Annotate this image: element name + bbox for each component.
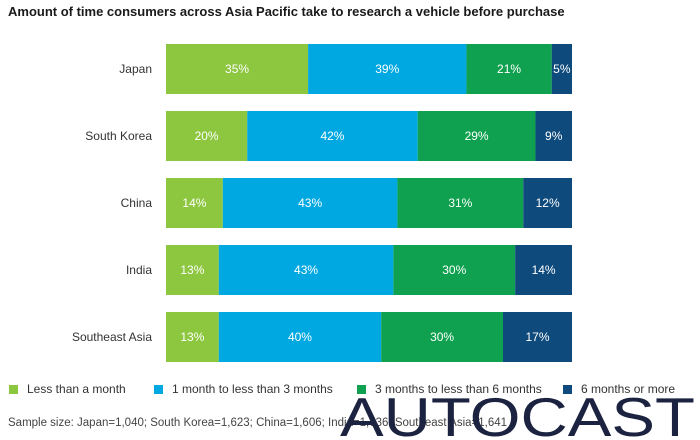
bar-segment-india-1-month-to-less-than-3-months [218,245,394,295]
category-label-southeast-asia: Southeast Asia [72,330,152,344]
category-label-india: India [126,263,152,277]
data-label-india-less-than-a-month: 13% [180,263,204,277]
data-label-southeast-asia-less-than-a-month: 13% [180,330,204,344]
legend-swatch-6-months-or-more [563,385,572,394]
data-label-southeast-asia-1-month-to-less-than-3-months: 40% [288,330,312,344]
chart-legend: Less than a month 1 month to less than 3… [0,382,700,398]
bar-segment-japan-1-month-to-less-than-3-months [308,44,467,94]
legend-label-1-to-3-months: 1 month to less than 3 months [172,382,333,396]
data-label-southeast-asia-6-months-or-more: 17% [525,330,549,344]
data-label-south-korea-6-months-or-more: 9% [545,129,563,143]
bar-segment-south-korea-3-months-to-less-than-6-months [417,111,536,161]
bar-segment-southeast-asia-6-months-or-more [502,312,572,362]
data-label-china-1-month-to-less-than-3-months: 43% [298,196,322,210]
legend-label-3-to-6-months: 3 months to less than 6 months [375,382,542,396]
data-label-japan-3-months-to-less-than-6-months: 21% [497,62,521,76]
data-label-india-1-month-to-less-than-3-months: 43% [294,263,318,277]
data-label-south-korea-less-than-a-month: 20% [195,129,219,143]
data-label-japan-less-than-a-month: 35% [225,62,249,76]
data-label-south-korea-3-months-to-less-than-6-months: 29% [465,129,489,143]
bar-segment-china-6-months-or-more [523,178,572,228]
data-label-japan-6-months-or-more: 5% [553,62,571,76]
legend-item-less-than-a-month: Less than a month [9,382,126,396]
data-label-china-less-than-a-month: 14% [182,196,206,210]
bar-segment-india-6-months-or-more [515,245,572,295]
bar-segment-southeast-asia-3-months-to-less-than-6-months [381,312,503,362]
legend-item-6-months-or-more: 6 months or more [563,382,675,396]
legend-swatch-less-than-a-month [9,385,18,394]
data-label-india-6-months-or-more: 14% [532,263,556,277]
bar-segment-south-korea-1-month-to-less-than-3-months [247,111,418,161]
watermark-logo-text: AUTOCAST [340,386,695,440]
legend-item-1-to-3-months: 1 month to less than 3 months [154,382,333,396]
category-label-south-korea: South Korea [85,129,152,143]
legend-label-less-than-a-month: Less than a month [27,382,126,396]
bar-segment-china-less-than-a-month [166,178,223,228]
bar-segment-india-less-than-a-month [166,245,219,295]
data-label-china-3-months-to-less-than-6-months: 31% [448,196,472,210]
autocast-watermark: AUTOCAST [340,386,695,440]
bar-segment-india-3-months-to-less-than-6-months [393,245,516,295]
sample-size-note: Sample size: Japan=1,040; South Korea=1,… [8,417,508,429]
bar-segment-south-korea-less-than-a-month [166,111,248,161]
bar-segment-japan-6-months-or-more [551,44,572,94]
data-label-southeast-asia-3-months-to-less-than-6-months: 30% [430,330,454,344]
stacked-bar-chart: Japan 35% 39% 21% 5% South Korea 20% 42% 29% 9% Ch… [72,44,572,362]
legend-item-3-to-6-months: 3 months to less than 6 months [357,382,542,396]
chart-title: Amount of time consumers across Asia Pac… [8,4,565,19]
legend-swatch-1-to-3-months [154,385,163,394]
bar-segment-japan-3-months-to-less-than-6-months [466,44,552,94]
bar-segment-southeast-asia-1-month-to-less-than-3-months [218,312,382,362]
data-label-south-korea-1-month-to-less-than-3-months: 42% [320,129,344,143]
data-label-japan-1-month-to-less-than-3-months: 39% [375,62,399,76]
bar-segment-south-korea-6-months-or-more [535,111,572,161]
bar-segment-china-1-month-to-less-than-3-months [222,178,398,228]
bar-segment-southeast-asia-less-than-a-month [166,312,219,362]
legend-label-6-months-or-more: 6 months or more [581,382,676,396]
category-label-japan: Japan [119,62,152,76]
bar-segment-japan-less-than-a-month [166,44,309,94]
category-label-china: China [121,196,153,210]
bar-segment-china-3-months-to-less-than-6-months [397,178,524,228]
data-label-india-3-months-to-less-than-6-months: 30% [442,263,466,277]
legend-swatch-3-to-6-months [357,385,366,394]
data-label-china-6-months-or-more: 12% [536,196,560,210]
